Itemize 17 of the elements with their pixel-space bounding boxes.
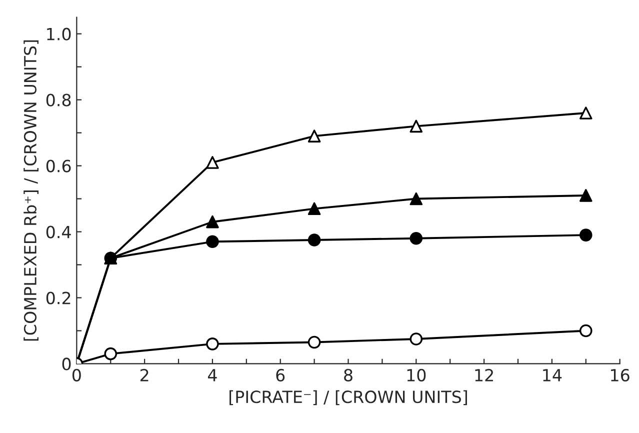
y-tick-label: 0.8 [46,94,71,106]
x-tick-label: 8 [344,368,352,382]
x-axis-title: [PICRATE⁻] / [CROWN UNITS] [230,390,467,406]
y-tick-label: 0.4 [46,226,71,238]
y-tick-label: 0.6 [46,160,71,172]
x-tick-label: 14 [543,369,562,382]
y-tick-label: 0.2 [46,292,70,304]
x-tick-label: 0 [72,368,81,382]
x-tick-label: 6 [276,368,285,382]
x-tick-label: 16 [611,368,630,382]
x-tick-label: 10 [407,368,426,382]
y-axis-title: [COMPLEXED Rb⁺] / [CROWN UNITS] [24,40,38,341]
y-tick-label: 1.0 [47,28,71,40]
y-tick-label: 0 [62,358,71,370]
x-tick-label: 4 [208,369,217,382]
x-tick-label: 12 [475,368,493,382]
x-tick-label: 2 [140,368,148,382]
